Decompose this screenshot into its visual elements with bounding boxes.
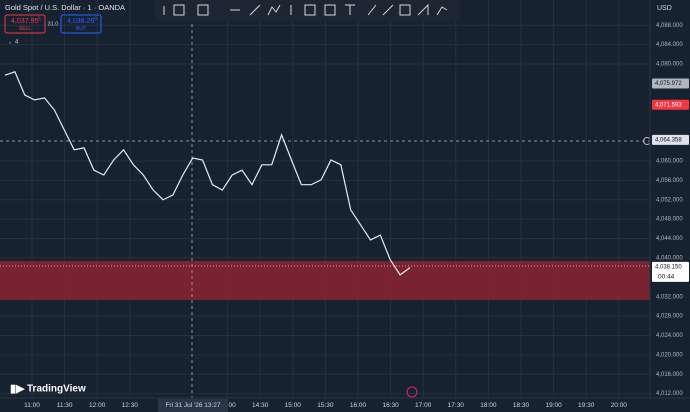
price-tick-label: 4,040.000 — [656, 255, 683, 261]
price-tick-label: 4,016.000 — [656, 372, 683, 378]
tool-rect[interactable] — [304, 4, 316, 16]
tool-triangle[interactable] — [417, 3, 429, 16]
price-axis — [650, 0, 690, 412]
price-label-bg — [652, 261, 689, 282]
price-label: 4,064.358 — [655, 137, 682, 143]
price-label: 4,071.593 — [655, 102, 682, 108]
indicator-count[interactable]: 4 — [15, 40, 19, 46]
logo-text[interactable]: TradingView — [27, 384, 86, 395]
drawing-toolbar — [155, 0, 460, 21]
sell-label: SELL — [19, 26, 31, 32]
price-tick-label: 4,084.000 — [656, 42, 683, 48]
time-tick-label: 16:30 — [382, 402, 399, 409]
tool-curve[interactable] — [436, 6, 448, 16]
time-tick-label: 19:00 — [545, 402, 562, 409]
toolbar-bg — [155, 0, 460, 21]
time-tick-label: 15:00 — [285, 402, 302, 409]
time-tick-label: 17:00 — [415, 402, 432, 409]
crosshair-time: Fri 31 Jul '26 13:27 — [165, 402, 220, 409]
tool-channel[interactable] — [197, 4, 209, 16]
time-tick-label: 17:30 — [448, 402, 465, 409]
price-tick-label: 4,080.000 — [656, 62, 683, 68]
price-tick-label: 4,052.000 — [656, 197, 683, 203]
sell-button[interactable] — [4, 14, 46, 34]
price-tick-label: 4,048.000 — [656, 217, 683, 223]
buy-price: 4,038.26 — [67, 18, 94, 25]
sell-price: 4,037.95 — [11, 18, 38, 25]
symbol[interactable]: Gold Spot / U.S. Dollar · 1 · OANDA — [5, 3, 125, 12]
time-tick-label: 11:00 — [24, 402, 40, 409]
price-axis-labels: 4,088.000 4,084.000 4,080.000 4,060.000 4,05… — [652, 23, 689, 397]
time-tick-label: 11:30 — [57, 402, 73, 409]
price-tick-label: 4,028.000 — [656, 314, 683, 320]
time-tick-label: 18:30 — [513, 402, 530, 409]
plot — [4, 70, 411, 276]
spread: 31.0 — [48, 21, 59, 27]
price-label: 4,075.972 — [655, 81, 682, 87]
tool-pencil[interactable] — [382, 4, 394, 16]
zone-rectangle[interactable] — [0, 261, 650, 300]
price-tick-label: 4,088.000 — [656, 23, 683, 29]
tool-brush[interactable] — [367, 4, 377, 16]
price-tick-label: 4,056.000 — [656, 178, 683, 184]
tool-fib[interactable] — [173, 4, 185, 16]
buy-label: BUY — [76, 26, 87, 32]
time-tick-label: 14:30 — [252, 402, 269, 409]
tool-eraser[interactable] — [399, 4, 411, 16]
time-tick-label: 20:00 — [611, 402, 628, 409]
price-tick-label: 4,024.000 — [656, 333, 683, 339]
time-tick-label: 18:00 — [480, 402, 497, 409]
price-tick-label: 4,020.000 — [656, 352, 683, 358]
buy-button[interactable] — [60, 14, 102, 34]
buy-pip: 9 — [94, 16, 97, 22]
price-tick-label: 4,032.000 — [656, 294, 683, 300]
price-tick-label: 4,060.000 — [656, 159, 683, 165]
time-tick-label: 12:30 — [122, 402, 139, 409]
time-tick-label: 16:00 — [350, 402, 367, 409]
time-axis: 11:0011:3012:0012:3014:0014:3015:0015:30… — [24, 402, 627, 409]
replay-icon[interactable] — [406, 386, 418, 398]
countdown: 00:44 — [658, 274, 675, 281]
price-tick-label: 4,012.000 — [656, 391, 683, 397]
price-label-bg — [652, 99, 689, 110]
tool-measure[interactable] — [324, 4, 336, 16]
price-label: 4,038.150 — [655, 264, 682, 270]
price-label-bg — [652, 78, 689, 89]
collapse-icon[interactable]: ⌄ — [8, 39, 12, 45]
price-label-bg — [652, 134, 689, 145]
tool-trend[interactable] — [249, 4, 261, 16]
time-tick-label: 12:00 — [89, 402, 106, 409]
crosshair-time-bg — [158, 399, 228, 412]
sell-pip: 5 — [38, 16, 41, 22]
time-tick-label: 19:30 — [578, 402, 595, 409]
tool-path[interactable] — [267, 4, 281, 16]
logo[interactable]: ▮▶ — [10, 383, 25, 395]
price-tick-label: 4,044.000 — [656, 236, 683, 242]
currency[interactable]: USD — [657, 5, 672, 12]
time-tick-label: 15:30 — [317, 402, 334, 409]
price-line — [4, 70, 411, 276]
